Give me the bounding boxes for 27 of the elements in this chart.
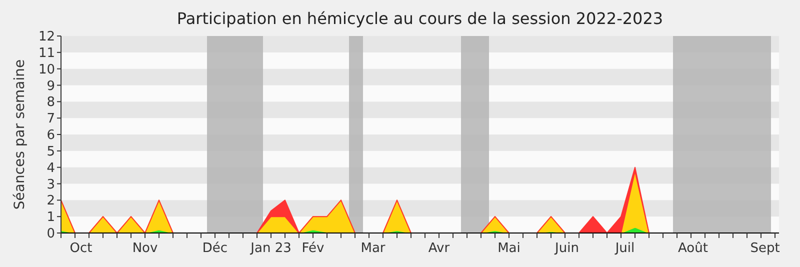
y-tick-label: 8: [46, 95, 55, 110]
y-tick-label: 5: [46, 144, 55, 160]
x-tick-label: Mar: [360, 241, 386, 256]
y-tick-label: 0: [46, 226, 55, 242]
x-tick-label: Juil: [614, 241, 635, 256]
x-tick-label: Juin: [554, 241, 579, 256]
x-tick-label: Août: [678, 241, 708, 256]
x-tick-label: Oct: [70, 241, 92, 256]
x-tick-label: Jan 23: [250, 241, 292, 256]
x-tick-label: Avr: [428, 241, 450, 256]
y-tick-label: 7: [46, 112, 55, 127]
x-tick-label: Déc: [202, 241, 228, 256]
y-tick-label: 9: [46, 78, 55, 94]
y-axis-title: Séances par semaine: [12, 59, 28, 210]
y-tick-label: 11: [38, 46, 55, 61]
y-tick-label: 12: [38, 30, 55, 45]
x-tick-label: Mai: [498, 241, 520, 256]
x-tick-label: Nov: [132, 241, 158, 256]
chart-title: Participation en hémicycle au cours de la session 2022-2023: [176, 9, 664, 28]
y-tick-label: 4: [46, 160, 55, 176]
y-tick-label: 1: [46, 210, 55, 226]
x-tick-label: Sept: [750, 241, 780, 256]
y-tick-label: 3: [46, 177, 55, 192]
y-tick-label: 10: [38, 62, 55, 78]
y-tick-label: 6: [46, 128, 55, 144]
x-tick-label: Fév: [302, 241, 325, 256]
y-tick-label: 2: [46, 194, 55, 209]
